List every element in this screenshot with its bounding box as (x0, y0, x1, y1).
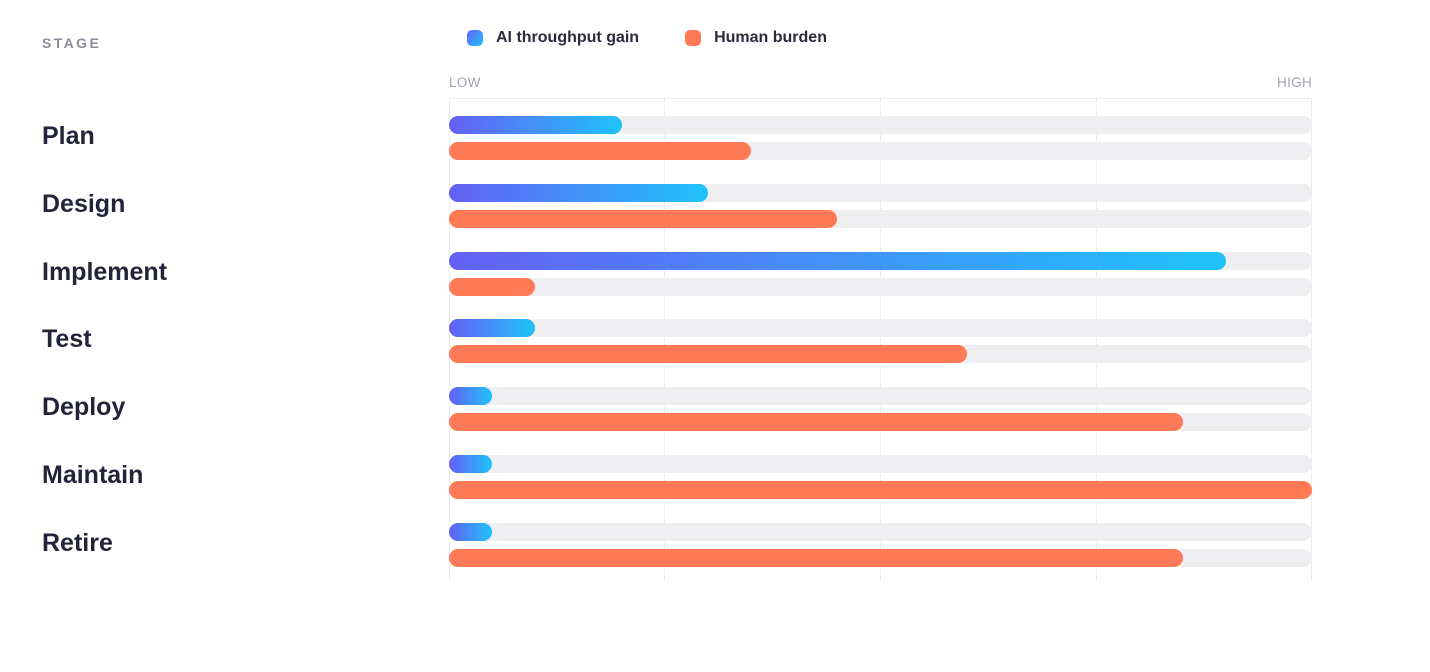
plot-right-edge (1311, 98, 1312, 581)
bar-human-burden-test (449, 345, 967, 364)
legend-item-ai-throughput: AI throughput gain (467, 29, 639, 47)
legend-label-ai-throughput: AI throughput gain (496, 29, 640, 46)
stage-label-implement: Implement (42, 257, 168, 286)
bar-track-human-burden-retire (449, 548, 1312, 567)
bar-human-burden-deploy (449, 413, 1183, 432)
stage-label-maintain: Maintain (42, 461, 144, 489)
bar-track-human-burden-deploy (449, 413, 1312, 432)
axis-high-label: HIGH (1277, 75, 1312, 90)
stage-label-plan: Plan (42, 122, 95, 150)
bar-track-human-burden-test (449, 345, 1312, 364)
bar-ai-throughput-deploy (449, 387, 493, 406)
stage-column-header: STAGE (42, 35, 102, 51)
bar-track-ai-throughput-implement (449, 251, 1312, 270)
bar-human-burden-implement (449, 277, 536, 296)
legend-swatch-human-burden (685, 30, 702, 46)
bar-track-human-burden-maintain (449, 481, 1312, 499)
bar-ai-throughput-implement (449, 251, 1226, 270)
bar-track-ai-throughput-maintain (449, 455, 1312, 473)
bar-track-ai-throughput-test (449, 319, 1312, 338)
stage-label-design: Design (42, 189, 126, 218)
axis-line (449, 98, 1312, 99)
bar-ai-throughput-test (449, 319, 536, 338)
plot-left-edge (449, 98, 450, 581)
stage-label-test: Test (42, 325, 92, 354)
bar-ai-throughput-retire (449, 522, 493, 541)
bar-ai-throughput-maintain (449, 455, 493, 473)
bar-human-burden-maintain (449, 481, 1312, 499)
legend-label-human-burden: Human burden (714, 29, 827, 46)
bar-human-burden-plan (449, 142, 752, 160)
bar-track-human-burden-implement (449, 277, 1312, 296)
legend: AI throughput gain Human burden (467, 28, 873, 48)
bar-ai-throughput-design (449, 183, 708, 202)
bar-track-ai-throughput-design (449, 183, 1312, 202)
legend-swatch-ai-throughput (467, 30, 483, 46)
legend-item-human-burden: Human burden (685, 29, 827, 47)
bar-track-ai-throughput-plan (449, 116, 1312, 134)
bar-track-ai-throughput-deploy (449, 387, 1312, 406)
gridline (1096, 99, 1097, 581)
bar-track-human-burden-design (449, 209, 1312, 228)
stage-label-retire: Retire (42, 528, 113, 557)
bar-human-burden-design (449, 209, 838, 228)
gridline (880, 99, 881, 581)
bar-ai-throughput-plan (449, 116, 622, 134)
bar-track-human-burden-plan (449, 142, 1312, 160)
stage-label-deploy: Deploy (42, 393, 126, 422)
bar-track-ai-throughput-retire (449, 522, 1312, 541)
gridline (664, 99, 665, 581)
axis-low-label: LOW (449, 75, 481, 90)
bar-human-burden-retire (449, 548, 1183, 567)
